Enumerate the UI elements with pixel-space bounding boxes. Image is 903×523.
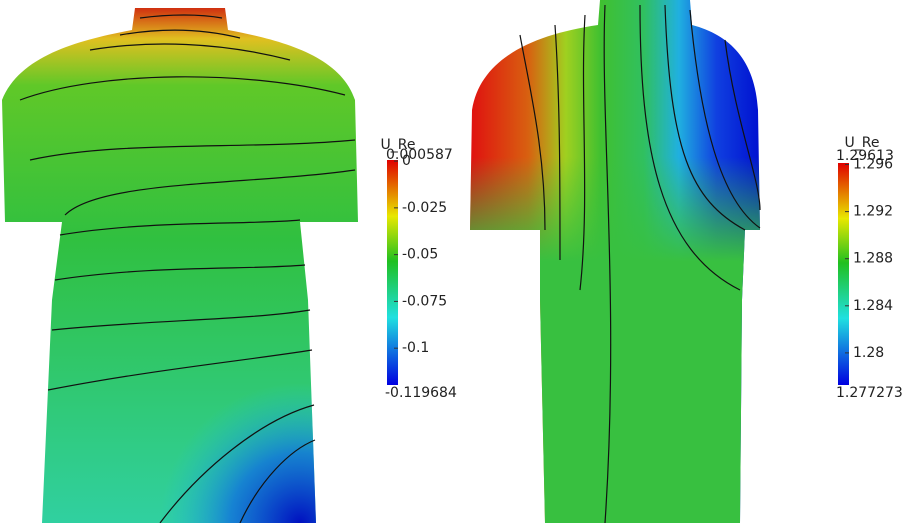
colorbar-tick-label: -0.05 <box>402 247 438 263</box>
colorbar <box>387 160 398 385</box>
colorbar-min: 1.277273 <box>836 385 903 401</box>
colorbar-min: -0.119684 <box>385 385 457 401</box>
colorbar-tick-label: 1.284 <box>853 298 893 314</box>
colorbar-tick-label: 1.288 <box>853 251 893 267</box>
colorbar-tick-label: 1.296 <box>853 157 893 173</box>
colorbar-tick-label: 1.28 <box>853 345 884 361</box>
left-torso <box>2 8 358 523</box>
colorbar-tick-label: -0.1 <box>402 340 429 356</box>
right-torso <box>470 0 760 523</box>
colorbar-tick-label: -0.075 <box>402 293 447 309</box>
colorbar-tick-label: 1.292 <box>853 204 893 220</box>
colorbar-tick-label: -0.025 <box>402 200 447 216</box>
colorbar <box>838 163 849 385</box>
colorbar-tick-label: 0 <box>402 153 411 169</box>
visualization: U_Re 0.000587 -0.119684 U_Re 1.29613 1.2… <box>0 0 903 523</box>
